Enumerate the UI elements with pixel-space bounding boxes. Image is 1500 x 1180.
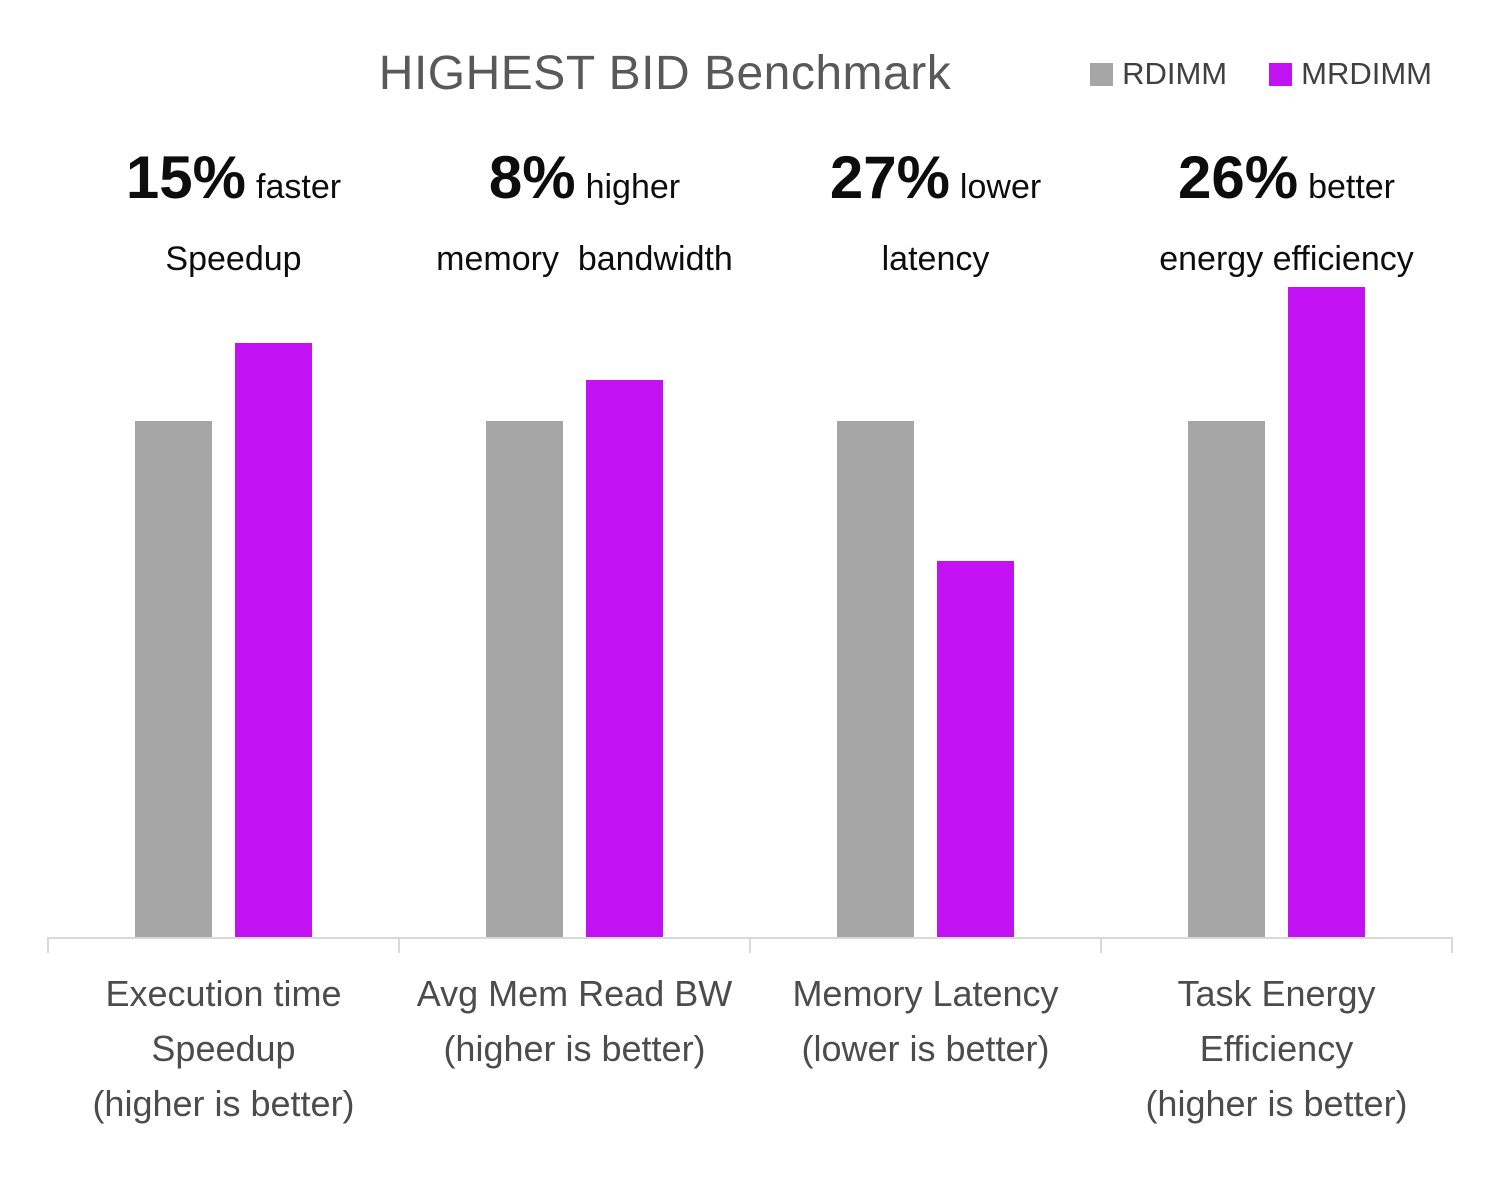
- x-axis-label-line: Speedup: [151, 1028, 296, 1069]
- annotation-percent: 26%: [1177, 144, 1299, 211]
- legend-swatch-icon: [1090, 62, 1114, 86]
- annotation-headline: 26% better: [1111, 148, 1462, 224]
- annotation-qualifier: higher: [585, 168, 681, 206]
- legend: RDIMM MRDIMM: [1090, 56, 1432, 92]
- x-axis-tick-4: [1451, 937, 1453, 953]
- legend-item-rdimm: RDIMM: [1090, 56, 1227, 92]
- bar-rdimm-4: [1188, 421, 1265, 938]
- x-axis-tick-0: [47, 937, 49, 953]
- x-axis-label-line: (higher is better): [92, 1083, 355, 1124]
- annotation-qualifier: lower: [959, 168, 1042, 206]
- annotation-3: 27% lower latency: [760, 148, 1111, 279]
- annotation-percent: 8%: [488, 144, 576, 211]
- annotation-2: 8% higher memory bandwidth: [409, 148, 760, 279]
- bar-mrdimm-1: [235, 343, 312, 938]
- legend-item-mrdimm: MRDIMM: [1269, 56, 1432, 92]
- x-axis-label-line: Avg Mem Read BW: [416, 973, 733, 1014]
- annotation-headline: 8% higher: [409, 148, 760, 224]
- annotation-detail: Speedup: [165, 240, 302, 278]
- x-axis-label-4: Task Energy Efficiency (higher is better): [1101, 966, 1452, 1131]
- annotation-percent: 15%: [125, 144, 247, 211]
- x-axis-label-1: Execution time Speedup (higher is better): [48, 966, 399, 1131]
- bar-rdimm-2: [486, 421, 563, 938]
- x-axis-label-3: Memory Latency (lower is better): [750, 966, 1101, 1076]
- annotation-detail: memory bandwidth: [436, 240, 733, 278]
- annotation-1: 15% faster Speedup: [58, 148, 409, 279]
- annotation-percent: 27%: [829, 144, 950, 211]
- legend-swatch-icon: [1269, 62, 1293, 86]
- annotation-detail: latency: [881, 240, 990, 278]
- x-axis-tick-3: [1100, 937, 1102, 953]
- annotation-headline: 15% faster: [58, 148, 409, 224]
- bar-mrdimm-4: [1288, 287, 1365, 938]
- x-axis-label-line: (higher is better): [443, 1028, 706, 1069]
- x-axis-label-line: (higher is better): [1145, 1083, 1408, 1124]
- chart-title: HIGHEST BID Benchmark: [378, 47, 952, 100]
- annotation-headline: 27% lower: [760, 148, 1111, 224]
- legend-label: RDIMM: [1122, 56, 1228, 91]
- annotation-detail: energy efficiency: [1159, 240, 1414, 278]
- x-axis-label-line: Memory Latency: [792, 973, 1059, 1014]
- bar-rdimm-3: [837, 421, 914, 938]
- x-axis-label-line: Execution time: [105, 973, 342, 1014]
- annotation-4: 26% better energy efficiency: [1111, 148, 1462, 279]
- bar-rdimm-1: [135, 421, 212, 938]
- bar-mrdimm-2: [586, 380, 663, 938]
- annotation-qualifier: faster: [256, 168, 342, 206]
- x-axis-label-line: (lower is better): [801, 1028, 1050, 1069]
- bar-mrdimm-3: [937, 561, 1014, 938]
- legend-label: MRDIMM: [1301, 56, 1432, 91]
- annotation-qualifier: better: [1308, 168, 1396, 206]
- x-axis-tick-2: [749, 937, 751, 953]
- x-axis-label-line: Task Energy: [1177, 973, 1376, 1014]
- x-axis-label-line: Efficiency: [1199, 1028, 1354, 1069]
- x-axis-tick-1: [398, 937, 400, 953]
- x-axis-label-2: Avg Mem Read BW (higher is better): [399, 966, 750, 1076]
